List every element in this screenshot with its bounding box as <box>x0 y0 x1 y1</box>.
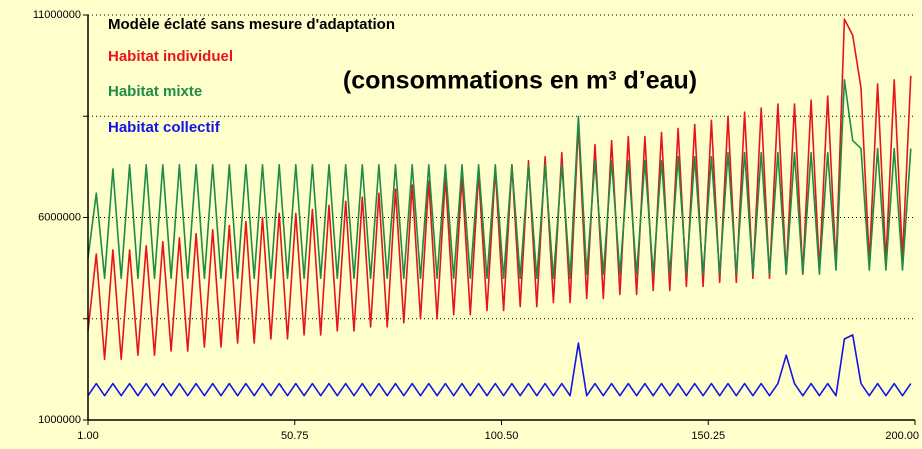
y-tick-label: 1000000 <box>38 414 81 426</box>
x-tick-label: 50.75 <box>281 430 309 442</box>
annotation: (consommations en m³ d’eau) <box>343 67 697 95</box>
chart-title: Modèle éclaté sans mesure d'adaptation <box>108 16 395 33</box>
x-tick-label: 1.00 <box>77 430 98 442</box>
series-line <box>87 18 912 361</box>
series-line <box>87 334 912 397</box>
y-tick-label: 11000000 <box>33 9 81 21</box>
legend-entry: Habitat mixte <box>108 83 202 100</box>
x-tick-label: 100.50 <box>485 430 519 442</box>
legend-entry: Habitat individuel <box>108 48 233 65</box>
series-line <box>87 79 912 280</box>
x-tick-label: 200.00 <box>885 430 919 442</box>
x-tick-label: 150.25 <box>691 430 725 442</box>
legend-entry: Habitat collectif <box>108 119 221 136</box>
y-tick-label: 6000000 <box>38 211 81 223</box>
